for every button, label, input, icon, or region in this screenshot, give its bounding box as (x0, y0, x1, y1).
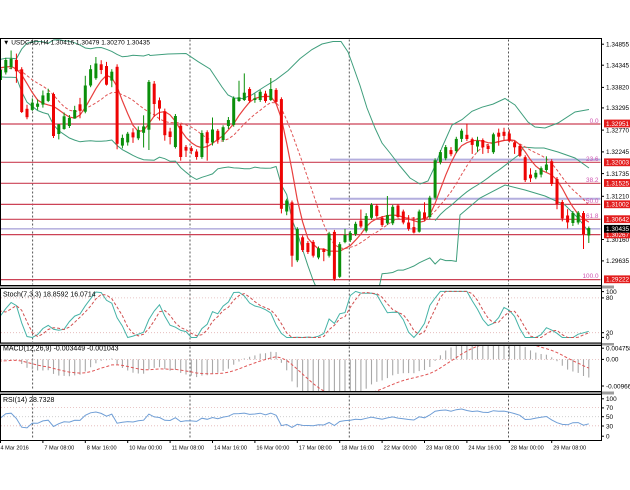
svg-text:10 Mar 00:00: 10 Mar 00:00 (129, 445, 162, 451)
svg-text:14 Mar 16:00: 14 Mar 16:00 (214, 445, 247, 451)
svg-text:100.0: 100.0 (583, 273, 599, 280)
svg-text:1.32951: 1.32951 (606, 121, 630, 128)
svg-text:11 Mar 08:00: 11 Mar 08:00 (172, 445, 205, 451)
svg-text:1.29635: 1.29635 (606, 258, 630, 265)
svg-text:▼ USDCAD,H4 1.30416 1.30479 1: ▼ USDCAD,H4 1.30416 1.30479 1.30270 1.30… (3, 40, 150, 47)
svg-text:28 Mar 00:00: 28 Mar 00:00 (511, 445, 544, 451)
svg-text:8 Mar 16:00: 8 Mar 16:00 (87, 445, 117, 451)
svg-text:1.30267: 1.30267 (606, 232, 630, 239)
svg-text:29 Mar 08:00: 29 Mar 08:00 (553, 445, 586, 451)
svg-text:16 Mar 00:00: 16 Mar 00:00 (256, 445, 289, 451)
svg-text:50: 50 (606, 414, 614, 421)
svg-text:MACD(12,26,9) -0.003449 -0.001: MACD(12,26,9) -0.003449 -0.001043 (3, 346, 119, 353)
svg-text:0: 0 (606, 434, 610, 441)
svg-text:38.2: 38.2 (586, 177, 599, 184)
svg-text:70: 70 (606, 405, 614, 412)
svg-text:61.8: 61.8 (586, 213, 599, 220)
svg-text:1.30160: 1.30160 (606, 237, 630, 244)
svg-text:0: 0 (606, 335, 610, 342)
svg-text:18 Mar 16:00: 18 Mar 16:00 (341, 445, 374, 451)
svg-text:1.34855: 1.34855 (606, 42, 630, 49)
svg-text:0.004758: 0.004758 (606, 346, 630, 353)
svg-text:50.0: 50.0 (586, 198, 599, 205)
svg-text:1.31002: 1.31002 (606, 202, 630, 209)
svg-text:4 Mar 2016: 4 Mar 2016 (1, 445, 29, 451)
svg-text:1.34345: 1.34345 (606, 63, 630, 70)
svg-text:20: 20 (606, 330, 614, 337)
svg-text:23.6: 23.6 (586, 156, 599, 163)
svg-text:1.31525: 1.31525 (606, 180, 630, 187)
svg-text:24 Mar 16:00: 24 Mar 16:00 (468, 445, 501, 451)
svg-text:1.31735: 1.31735 (606, 171, 630, 178)
svg-text:1.33295: 1.33295 (606, 105, 630, 112)
svg-text:0.0: 0.0 (590, 118, 599, 125)
svg-text:100: 100 (606, 396, 617, 403)
svg-text:100: 100 (606, 289, 617, 296)
svg-text:RSI(14) 28.7328: RSI(14) 28.7328 (3, 397, 54, 404)
svg-text:1.29222: 1.29222 (606, 277, 630, 284)
svg-text:30: 30 (606, 423, 614, 430)
svg-text:80: 80 (606, 295, 614, 302)
svg-text:1.30642: 1.30642 (606, 217, 630, 224)
svg-text:0.00: 0.00 (606, 357, 619, 364)
svg-text:23 Mar 08:00: 23 Mar 08:00 (426, 445, 459, 451)
svg-text:Stoch(7,3,3) 18.8592 16.0714: Stoch(7,3,3) 18.8592 16.0714 (3, 291, 96, 298)
svg-text:-0.009666: -0.009666 (606, 383, 630, 390)
svg-text:17 Mar 08:00: 17 Mar 08:00 (299, 445, 332, 451)
svg-text:1.32245: 1.32245 (606, 149, 630, 156)
svg-text:1.30435: 1.30435 (606, 226, 630, 233)
svg-text:1.32003: 1.32003 (606, 160, 630, 167)
svg-text:22 Mar 00:00: 22 Mar 00:00 (384, 445, 417, 451)
svg-text:1.33820: 1.33820 (606, 85, 630, 92)
svg-text:1.32770: 1.32770 (606, 127, 630, 134)
svg-text:1.31210: 1.31210 (606, 194, 630, 201)
svg-text:7 Mar 08:00: 7 Mar 08:00 (44, 445, 74, 451)
